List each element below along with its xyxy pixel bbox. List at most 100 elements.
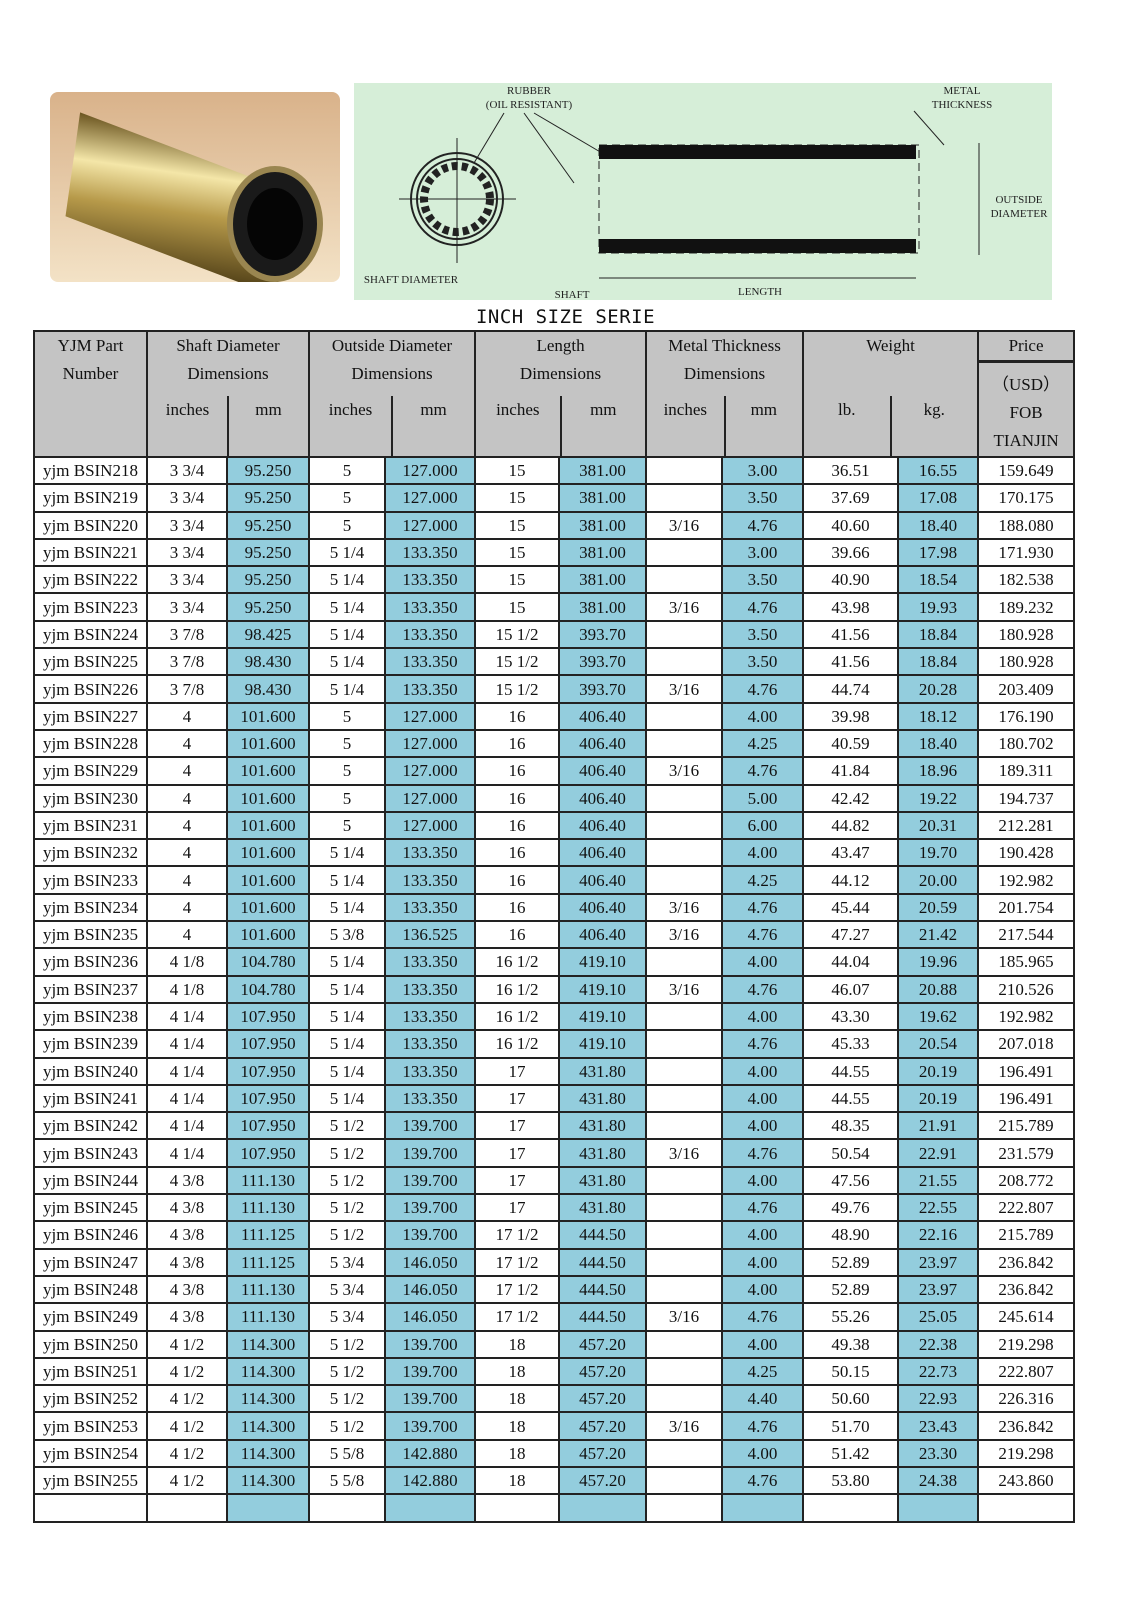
cell-outside-inches: 5 1/4 (308, 619, 387, 650)
cell-weight-lb: 45.44 (802, 892, 900, 923)
cell-weight-kg: 22.93 (897, 1384, 980, 1414)
table-row: yjm BSIN238 4 1/4 107.950 5 1/4 133.350 16 1/… (33, 1001, 1076, 1032)
cell-weight-lb: 48.90 (802, 1220, 900, 1250)
cell-length-mm: 431.80 (558, 1056, 648, 1086)
cell-price: 212.281 (977, 810, 1076, 841)
cell-shaft-mm: 98.425 (225, 619, 311, 650)
cell-metal-inches (645, 1111, 724, 1141)
cell-metal-mm: 4.25 (721, 1356, 805, 1387)
table-row: yjm BSIN244 4 3/8 111.130 5 1/2 139.700 17 431… (33, 1165, 1076, 1196)
cell-metal-mm: 3.50 (721, 565, 805, 595)
table-row: yjm BSIN229 4 101.600 5 127.000 16 406.40 3/16 4… (33, 756, 1076, 786)
table-row: yjm BSIN230 4 101.600 5 127.000 16 406.40 5.00 4… (33, 783, 1076, 813)
cell-weight-lb: 40.90 (802, 565, 900, 595)
header-length-inches: inches (477, 396, 562, 455)
cell-price: 210.526 (977, 974, 1076, 1004)
cell-shaft-inches: 4 1/2 (146, 1356, 228, 1387)
cell-weight-lb: 44.74 (802, 674, 900, 704)
cell-length-inches: 15 (474, 483, 561, 513)
cell-outside-mm: 133.350 (384, 838, 477, 868)
cell-metal-inches: 3/16 (645, 1302, 724, 1332)
cell-length-inches: 17 (474, 1165, 561, 1196)
cell-shaft-mm: 95.250 (225, 592, 311, 622)
cell-length-mm: 431.80 (558, 1083, 648, 1114)
cell-shaft-inches: 4 3/8 (146, 1302, 228, 1332)
cell-metal-mm: 4.76 (721, 1193, 805, 1223)
cell-metal-mm: 4.00 (721, 1083, 805, 1114)
cell-weight-lb: 44.55 (802, 1083, 900, 1114)
cell-metal-inches: 3/16 (645, 510, 724, 540)
cell-weight-kg: 23.30 (897, 1438, 980, 1468)
cell-length-inches: 17 1/2 (474, 1274, 561, 1305)
cell-shaft-mm: 98.430 (225, 674, 311, 704)
cell-outside-inches: 5 1/2 (308, 1411, 387, 1441)
cell-shaft-mm: 101.600 (225, 892, 311, 923)
cell-outside-inches: 5 1/4 (308, 1029, 387, 1059)
cell-shaft-mm: 95.250 (225, 510, 311, 540)
cell-price: 185.965 (977, 947, 1076, 977)
cell-weight-lb: 48.35 (802, 1111, 900, 1141)
empty-cell (721, 1493, 805, 1523)
cell-price: 207.018 (977, 1029, 1076, 1059)
cell-price: 180.928 (977, 647, 1076, 677)
cell-weight-kg: 18.84 (897, 619, 980, 650)
cell-outside-mm: 133.350 (384, 892, 477, 923)
cell-metal-inches (645, 1329, 724, 1359)
cell-metal-mm: 4.00 (721, 1438, 805, 1468)
cell-part-number: yjm BSIN254 (33, 1438, 148, 1468)
shaft-diameter-label: SHAFT DIAMETER (364, 274, 459, 286)
cell-outside-mm: 139.700 (384, 1356, 477, 1387)
cell-outside-mm: 127.000 (384, 756, 477, 786)
cell-outside-inches: 5 1/4 (308, 865, 387, 895)
cell-weight-kg: 22.73 (897, 1356, 980, 1387)
outside-sublabel: DIAMETER (991, 208, 1048, 220)
cell-outside-mm: 142.880 (384, 1438, 477, 1468)
cell-weight-lb: 52.89 (802, 1247, 900, 1277)
cell-weight-lb: 46.07 (802, 974, 900, 1004)
cell-outside-mm: 146.050 (384, 1274, 477, 1305)
table-row: yjm BSIN241 4 1/4 107.950 5 1/4 133.350 17 431… (33, 1083, 1076, 1114)
cell-length-inches: 16 (474, 920, 561, 950)
table-row: yjm BSIN218 3 3/4 95.250 5 127.000 15 381.00 3.… (33, 455, 1076, 486)
cell-price: 203.409 (977, 674, 1076, 704)
cell-weight-kg: 21.55 (897, 1165, 980, 1196)
cell-price: 236.842 (977, 1247, 1076, 1277)
cell-metal-inches (645, 483, 724, 513)
cell-length-inches: 15 (474, 592, 561, 622)
cell-outside-inches: 5 1/2 (308, 1356, 387, 1387)
cell-metal-inches: 3/16 (645, 974, 724, 1004)
header-shaft-diameter: Shaft Diameter Dimensions inches mm (145, 330, 311, 458)
cell-weight-kg: 22.91 (897, 1138, 980, 1168)
cell-shaft-mm: 95.250 (225, 537, 311, 568)
table-row: yjm BSIN226 3 7/8 98.430 5 1/4 133.350 15 1/2… (33, 674, 1076, 704)
cell-length-mm: 406.40 (558, 783, 648, 813)
cell-outside-inches: 5 1/4 (308, 892, 387, 923)
cell-metal-inches (645, 565, 724, 595)
cell-length-mm: 406.40 (558, 920, 648, 950)
cell-length-inches: 15 (474, 455, 561, 486)
table-row: yjm BSIN245 4 3/8 111.130 5 1/2 139.700 17 431… (33, 1193, 1076, 1223)
cell-outside-mm: 139.700 (384, 1411, 477, 1441)
cell-outside-inches: 5 1/4 (308, 674, 387, 704)
cell-length-mm: 381.00 (558, 565, 648, 595)
cell-outside-inches: 5 (308, 483, 387, 513)
cell-metal-inches: 3/16 (645, 920, 724, 950)
cell-price: 180.928 (977, 619, 1076, 650)
cell-metal-mm: 3.50 (721, 647, 805, 677)
cell-weight-lb: 50.54 (802, 1138, 900, 1168)
cell-part-number: yjm BSIN252 (33, 1384, 148, 1414)
cell-length-mm: 431.80 (558, 1111, 648, 1141)
cell-length-mm: 406.40 (558, 865, 648, 895)
cell-part-number: yjm BSIN239 (33, 1029, 148, 1059)
header-length-line2: Dimensions (519, 364, 602, 383)
cell-length-mm: 419.10 (558, 974, 648, 1004)
cell-length-inches: 16 1/2 (474, 974, 561, 1004)
cell-part-number: yjm BSIN231 (33, 810, 148, 841)
cell-weight-kg: 19.93 (897, 592, 980, 622)
cell-price: 196.491 (977, 1056, 1076, 1086)
cell-outside-mm: 133.350 (384, 565, 477, 595)
cell-metal-mm: 4.00 (721, 1220, 805, 1250)
cell-weight-lb: 41.84 (802, 756, 900, 786)
cell-part-number: yjm BSIN242 (33, 1111, 148, 1141)
header-price: Price （USD） FOB TIANJIN (977, 330, 1076, 458)
